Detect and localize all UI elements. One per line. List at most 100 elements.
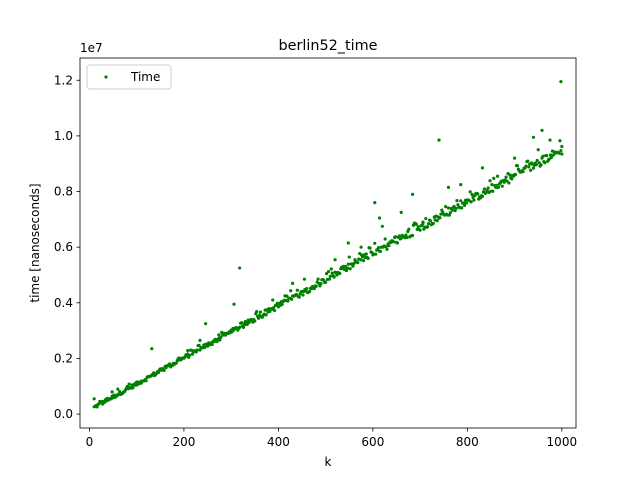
data-point: [393, 235, 398, 239]
data-point: [559, 149, 563, 153]
data-point: [167, 363, 171, 368]
data-point: [186, 349, 190, 353]
data-point: [316, 277, 320, 281]
data-point: [242, 322, 246, 326]
plot-frame: [79, 57, 577, 429]
data-point: [198, 338, 202, 342]
data-point: [557, 151, 561, 155]
data-point: [99, 399, 103, 404]
data-point: [333, 258, 337, 262]
data-point: [512, 156, 517, 160]
data-point: [335, 273, 339, 277]
data-point: [290, 281, 295, 285]
data-point: [131, 386, 135, 390]
data-point: [428, 219, 433, 223]
data-point: [535, 158, 539, 163]
data-point: [136, 383, 140, 387]
x-axis-ticks: 0 200 400 600 800 1000: [86, 428, 577, 449]
x-axis-label: k: [325, 455, 332, 469]
data-point: [301, 293, 305, 297]
data-point: [351, 264, 355, 268]
data-point: [435, 219, 439, 223]
data-point: [395, 241, 400, 245]
data-point: [529, 168, 533, 172]
data-point: [543, 161, 547, 165]
data-point: [384, 245, 388, 249]
data-point: [431, 221, 435, 226]
data-point: [322, 278, 326, 282]
data-point: [558, 139, 562, 143]
data-point: [508, 173, 512, 177]
data-point: [271, 298, 275, 302]
data-point: [515, 164, 520, 168]
data-point: [424, 216, 428, 221]
data-point: [490, 183, 494, 187]
data-point: [190, 352, 195, 356]
x-tick-label: 0: [86, 435, 94, 449]
data-point: [295, 288, 299, 292]
data-point: [305, 286, 309, 291]
data-point: [241, 325, 246, 330]
data-point: [540, 128, 544, 132]
data-point: [446, 206, 451, 210]
y-tick-label: 1.0: [54, 129, 73, 143]
data-point: [460, 206, 464, 210]
data-point: [332, 275, 336, 279]
data-point: [203, 345, 207, 350]
x-tick-label: 400: [267, 435, 290, 449]
data-point: [150, 347, 154, 351]
data-point: [488, 179, 492, 183]
data-point: [312, 287, 316, 291]
data-point: [127, 382, 131, 386]
legend: Time: [86, 64, 172, 90]
y-axis-label: time [nanoseconds]: [28, 183, 42, 302]
plot-area: [80, 58, 576, 428]
data-point: [330, 271, 334, 275]
data-point: [500, 184, 504, 188]
data-point: [232, 302, 236, 306]
data-point: [468, 190, 472, 194]
data-point: [446, 185, 451, 189]
y-tick-label: 0.4: [54, 296, 73, 310]
x-tick-label: 200: [172, 435, 195, 449]
data-point: [534, 163, 538, 167]
data-point: [162, 368, 166, 372]
data-point: [418, 228, 422, 232]
data-point: [286, 299, 290, 303]
data-point: [507, 181, 511, 185]
data-point: [144, 379, 148, 383]
data-point: [366, 256, 370, 260]
data-point: [476, 192, 480, 196]
data-point: [92, 397, 96, 401]
data-point: [531, 166, 536, 170]
data-point: [524, 164, 528, 168]
data-point: [116, 387, 120, 391]
data-point: [210, 342, 214, 346]
data-point: [536, 148, 540, 152]
data-point: [559, 80, 563, 84]
data-point: [495, 174, 500, 178]
data-point: [187, 353, 192, 357]
data-point: [195, 348, 199, 352]
data-point: [513, 172, 518, 177]
data-point: [521, 170, 525, 174]
data-point: [410, 192, 415, 196]
y-tick-label: 0.0: [54, 407, 73, 421]
data-point: [373, 201, 377, 205]
data-point: [450, 208, 454, 212]
data-point: [258, 310, 263, 314]
y-axis-offset-label: 1e7: [80, 41, 103, 55]
legend-label: Time: [130, 70, 160, 84]
data-point: [245, 322, 249, 327]
y-tick-label: 1.2: [54, 73, 73, 87]
data-point: [256, 316, 261, 320]
data-point: [459, 199, 463, 203]
data-point: [471, 195, 475, 200]
data-point: [238, 325, 242, 329]
data-point: [421, 220, 425, 224]
data-point: [545, 154, 549, 158]
data-point: [219, 335, 223, 339]
data-point: [549, 155, 554, 159]
data-point: [273, 308, 277, 313]
